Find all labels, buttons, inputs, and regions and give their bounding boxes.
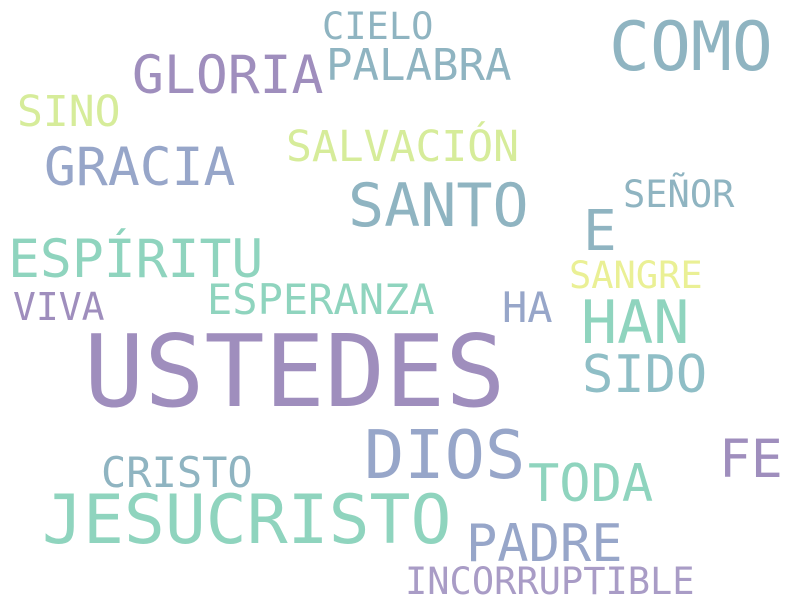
word-espiritu: ESPÍRITU [8, 229, 264, 290]
word-toda: TODA [528, 454, 654, 514]
word-gracia: GRACIA [44, 137, 236, 198]
word-palabra: PALABRA [326, 40, 512, 91]
word-sido: SIDO [582, 345, 708, 405]
word-incorruptible: INCORRUPTIBLE [405, 560, 695, 600]
word-santo: SANTO [348, 171, 529, 241]
word-salvacion: SALVACIÓN [286, 122, 519, 172]
word-ustedes: USTEDES [84, 313, 506, 430]
word-dios: DIOS [364, 416, 526, 494]
word-viva: VIVA [13, 285, 105, 329]
word-senor: SEÑOR [623, 173, 735, 216]
word-sangre: SANGRE [569, 254, 703, 297]
word-como: COMO [609, 8, 773, 87]
word-fe: FE [719, 429, 783, 490]
word-han: HAN [581, 288, 690, 358]
word-padre: PADRE [466, 514, 623, 574]
word-esperanza: ESPERANZA [207, 275, 435, 324]
word-sino: SINO [17, 87, 121, 137]
word-jesucristo: JESUCRISTO [42, 481, 452, 560]
word-cielo: CIELO [322, 5, 434, 48]
word-cristo: CRISTO [101, 448, 253, 497]
word-e: E [583, 199, 617, 264]
word-ha: HA [502, 283, 553, 332]
word-gloria: GLORIA [132, 45, 324, 106]
